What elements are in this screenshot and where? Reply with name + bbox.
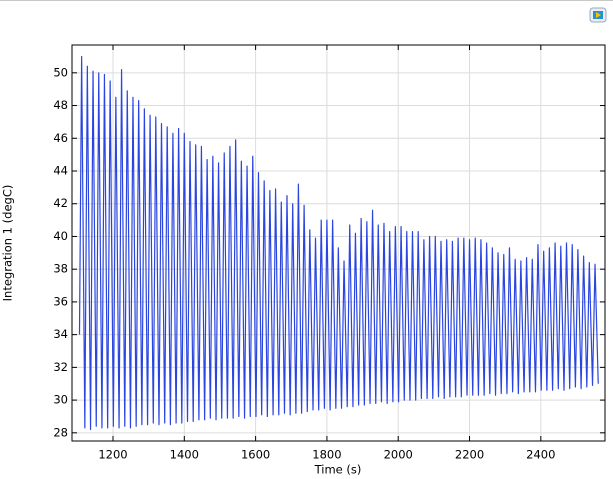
- y-tick-label: 28: [53, 425, 68, 439]
- y-tick-label: 36: [53, 294, 68, 308]
- y-tick-label: 48: [53, 98, 68, 112]
- toolbar-icon[interactable]: [589, 7, 607, 23]
- y-tick-label: 40: [53, 229, 68, 243]
- x-tick-label: 1200: [98, 448, 127, 462]
- plot: [78, 55, 599, 431]
- y-tick-label: 38: [53, 262, 68, 276]
- y-tick-label: 50: [53, 65, 68, 79]
- x-tick-label: 1400: [170, 448, 199, 462]
- x-tick-label: 2400: [526, 448, 555, 462]
- y-tick-label: 44: [53, 164, 68, 178]
- x-tick-label: 1600: [241, 448, 270, 462]
- x-tick-label: 2000: [384, 448, 413, 462]
- data-line: [78, 55, 599, 431]
- y-tick-label: 32: [53, 360, 68, 374]
- plot-frame: [71, 44, 606, 442]
- tick-labels: 1200 1400 1600 1800 2000 2200 2400 28 30 32 34 36 38…: [53, 65, 555, 461]
- y-tick-label: 34: [53, 327, 68, 341]
- x-axis-label: Time (s): [314, 463, 362, 477]
- y-tick-label: 46: [53, 131, 68, 145]
- x-tick-label: 1800: [312, 448, 341, 462]
- y-tick-label: 42: [53, 196, 68, 210]
- x-tick-label: 2200: [455, 448, 484, 462]
- y-tick-label: 30: [53, 393, 68, 407]
- y-axis-label: Integration 1 (degC): [1, 185, 15, 302]
